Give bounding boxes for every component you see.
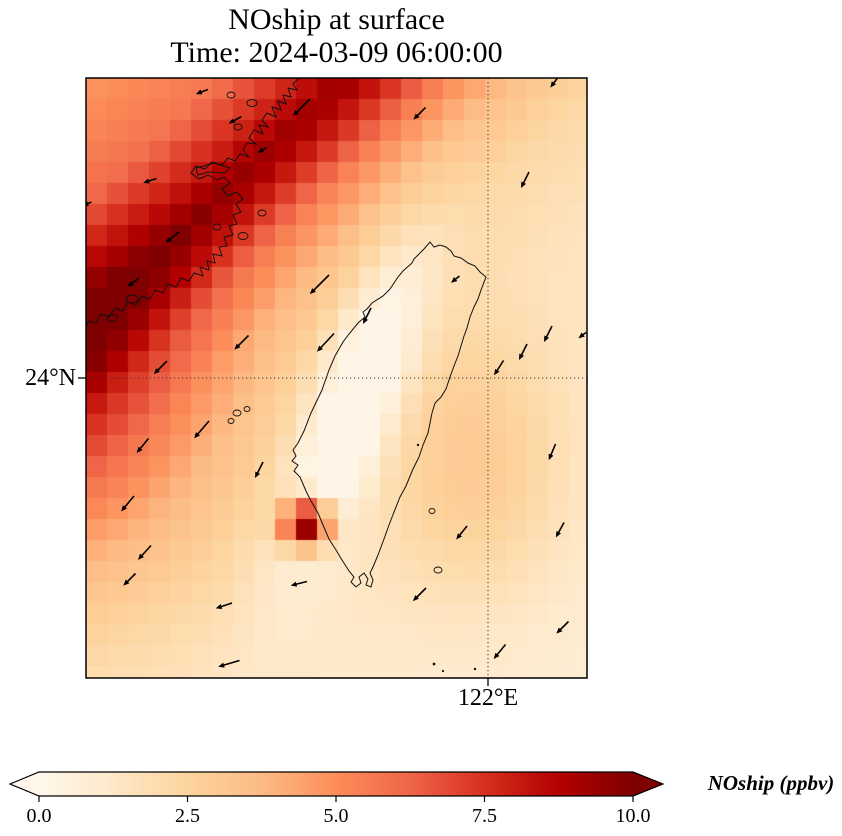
wind-arrow [552,78,559,85]
wind-arrow [364,307,372,321]
taiwan-coastline [291,241,487,588]
colorbar-tick-label: 2.5 [175,805,200,827]
colorbar [8,771,665,797]
wind-arrow-head [309,288,316,295]
wind-arrow [295,98,311,114]
plot-subtitle-time: Time: 2024-03-09 06:00:00 [170,36,503,69]
heatmap-field [86,78,587,678]
penghu-islands [227,406,251,424]
wind-arrow [256,461,264,475]
wind-arrow [495,360,505,372]
wind-arrow-head [520,181,526,189]
wind-arrow-head [316,345,323,352]
wind-arrow-head [543,335,549,343]
wind-arrow [522,171,530,185]
wind-arrow-head [234,343,241,350]
wind-arrow-head [121,505,127,512]
wind-arrow [236,334,250,348]
wind-arrow-head [136,446,143,453]
china-islands [106,91,267,322]
wind-arrow-head [494,368,500,376]
wind-quiver [86,78,587,668]
wind-arrow [558,620,570,632]
wind-arrow [219,602,233,608]
wind-arrow [222,659,240,667]
colorbar-tick-label: 5.0 [324,805,349,827]
colorbar-ticks: 0.0 2.5 5.0 7.5 10.0 [27,796,651,827]
wind-arrow [520,343,528,357]
wind-arrow-head [413,113,420,120]
wind-arrow-head [412,595,419,602]
wind-arrow-head [257,147,265,153]
wind-arrow [557,522,565,534]
map-frame [85,77,588,679]
colorbar-label: NOship (ppbv) [707,771,835,795]
wind-arrow-head [290,581,298,587]
wind-arrow-head [518,353,524,361]
wind-arrow-head [153,368,160,375]
wind-arrow-head [550,81,556,88]
wind-arrow [545,325,553,339]
wind-arrow-head [137,553,144,560]
wind-arrow-head [218,662,225,668]
wind-arrow [123,495,135,509]
wind-arrow [140,544,152,558]
wind-arrow [156,360,168,372]
colorbar-tick-label: 0.0 [27,805,52,827]
wind-arrow-head [165,237,172,243]
wind-arrow [147,177,157,183]
wind-arrow-head [362,317,368,325]
southeast-islets [416,443,477,673]
wind-arrow-head [292,110,299,117]
wind-arrow-head [228,118,236,124]
wind-arrow [196,420,210,436]
plot-title: NOship at surface [228,3,445,36]
colorbar-tick-label: 10.0 [616,805,651,827]
wind-arrow-head [556,627,563,634]
wind-arrow [168,231,180,241]
wind-arrow [415,587,427,599]
wind-arrow-head [127,281,134,287]
wind-arrow [549,443,557,457]
wind-arrow [130,277,140,285]
wind-arrow-head [194,432,200,439]
lat-tick-label: 24°N [25,365,76,391]
wind-arrow [319,332,335,350]
wind-arrow-head [450,277,458,283]
wind-arrow-head [215,604,223,609]
wind-arrow [125,572,137,584]
wind-arrow-head [548,453,554,461]
china-coastline [86,78,300,328]
wind-arrow [415,106,427,118]
wind-arrow [138,437,150,451]
wind-arrow-head [578,332,585,339]
wind-arrow [458,525,468,537]
pingtan-island [195,162,232,176]
wind-arrow-head [555,530,562,538]
wind-arrow [312,274,330,292]
wind-arrow-head [254,471,260,479]
wind-arrow-head [123,579,130,586]
wind-arrow [495,643,507,657]
wind-arrow-head [456,533,462,540]
lon-tick-label: 122°E [457,685,519,711]
colorbar-tick-label: 7.5 [472,805,497,827]
wind-arrow-head [195,89,203,95]
wind-arrow-head [143,178,150,184]
wind-arrow [232,115,242,123]
wind-arrow [294,580,308,586]
wind-arrow-head [493,652,500,659]
